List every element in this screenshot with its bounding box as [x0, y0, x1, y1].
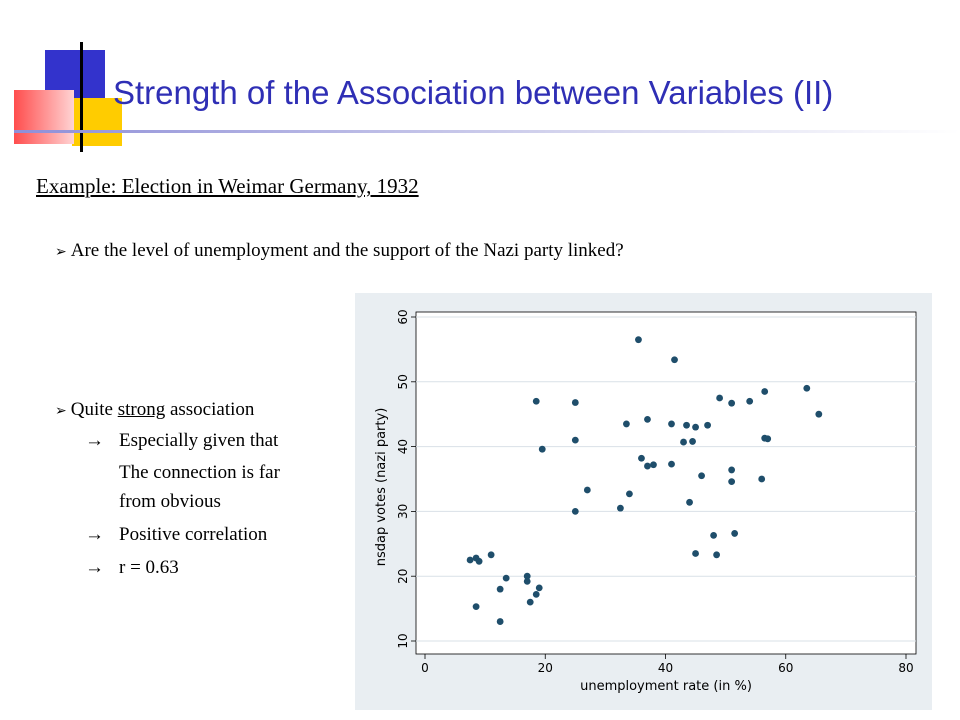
- data-point: [635, 336, 642, 344]
- data-point: [731, 530, 739, 537]
- data-point: [671, 356, 678, 364]
- data-point: [704, 421, 711, 429]
- example-heading: Example: Election in Weimar Germany, 193…: [36, 174, 419, 198]
- plot-area: [415, 311, 917, 655]
- data-point: [523, 577, 531, 585]
- data-point: [535, 584, 543, 592]
- data-point: [689, 438, 696, 445]
- data-point: [583, 486, 591, 494]
- sub-point-1-cont-2: from obvious: [119, 491, 221, 512]
- y-tick-label: 30: [396, 504, 410, 519]
- x-tick-label: 0: [421, 661, 429, 675]
- data-point: [532, 590, 540, 598]
- y-tick-label: 10: [396, 633, 410, 648]
- data-point: [617, 504, 624, 512]
- y-tick-label: 50: [396, 374, 410, 389]
- data-point: [523, 572, 531, 580]
- data-point: [698, 472, 705, 480]
- question-text: Are the level of unemployment and the su…: [70, 240, 624, 261]
- data-point: [571, 508, 579, 515]
- data-point: [475, 557, 483, 565]
- scatter-chart: 10 20 30 40 50 60 0 20 40 60 80 unemployment rate…: [374, 309, 917, 694]
- data-point: [571, 436, 579, 444]
- data-point: [713, 551, 721, 559]
- data-point: [668, 460, 675, 468]
- data-point: [758, 475, 766, 483]
- y-axis-label: nsdap votes (nazi party): [374, 408, 389, 567]
- page-title: Strength of the Association between Vari…: [113, 74, 834, 111]
- findings-emphasis: strong: [117, 399, 166, 420]
- data-point: [571, 399, 579, 406]
- data-point: [686, 498, 693, 506]
- data-point: [746, 397, 754, 405]
- data-point: [466, 556, 474, 564]
- data-point: [803, 384, 811, 392]
- x-tick-label: 20: [538, 661, 553, 675]
- y-tick-label: 20: [396, 569, 410, 584]
- data-point: [626, 490, 633, 498]
- sub-point-1-cont-1: The connection is far: [119, 462, 280, 483]
- data-point: [472, 603, 480, 611]
- y-tick-label: 60: [396, 309, 410, 324]
- scatter-chart-panel: 10 20 30 40 50 60 0 20 40 60 80 unemployment rate…: [355, 293, 932, 710]
- x-axis-label: unemployment rate (in %): [580, 679, 752, 694]
- bullet-question: ➢ Are the level of unemployment and the s…: [55, 240, 624, 262]
- data-point: [716, 394, 724, 402]
- data-point: [623, 420, 630, 428]
- data-point: [538, 445, 546, 453]
- sub-point-1: Especially given that: [119, 430, 279, 451]
- sub-point-3: r = 0.63: [119, 557, 179, 578]
- arrowhead-bullet-icon: ➢: [55, 245, 67, 260]
- data-point: [692, 550, 699, 557]
- title-divider: [14, 130, 960, 133]
- x-tick-label: 80: [898, 661, 913, 675]
- sub-arrow-1: →: [85, 430, 104, 451]
- data-point: [496, 618, 504, 625]
- data-point: [644, 415, 651, 423]
- data-point: [496, 585, 504, 593]
- arrowhead-bullet-icon: ➢: [55, 404, 67, 419]
- deco-red-square: [14, 90, 74, 144]
- data-point: [638, 454, 645, 462]
- y-tick-label: 40: [396, 439, 410, 454]
- data-point: [728, 466, 736, 474]
- sub-arrow-3: →: [85, 557, 104, 578]
- data-point: [761, 388, 769, 395]
- data-point: [692, 423, 699, 431]
- data-point: [815, 410, 823, 418]
- data-point: [764, 435, 772, 443]
- sub-arrow-2: →: [85, 524, 104, 545]
- data-point: [728, 478, 736, 485]
- sub-point-2: Positive correlation: [119, 524, 268, 545]
- deco-vertical-line: [80, 42, 83, 152]
- data-point: [644, 462, 651, 470]
- data-point: [728, 399, 736, 407]
- data-point: [680, 438, 687, 446]
- data-point: [668, 420, 675, 428]
- bullet-findings: ➢ Quite strong association: [55, 399, 254, 421]
- x-tick-label: 60: [778, 661, 793, 675]
- data-point: [487, 551, 495, 559]
- findings-pre: Quite: [70, 399, 118, 420]
- data-point: [502, 574, 510, 582]
- findings-post: association: [165, 399, 255, 420]
- data-point: [650, 461, 657, 469]
- x-tick-label: 40: [658, 661, 673, 675]
- data-point: [710, 531, 717, 539]
- data-point: [532, 397, 540, 405]
- data-point: [683, 421, 690, 429]
- data-point: [526, 598, 534, 606]
